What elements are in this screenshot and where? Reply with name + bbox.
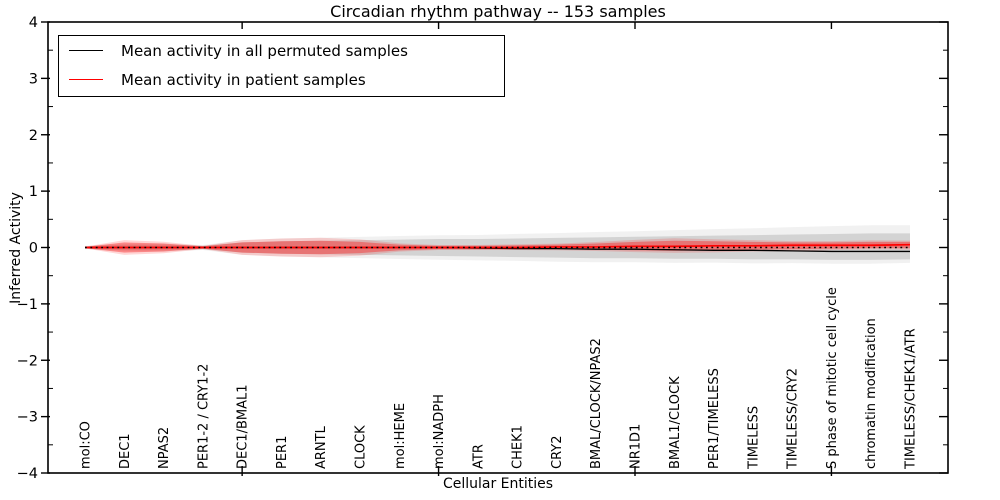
x-category-label: CHEK1 (511, 425, 526, 469)
y-tick-label: 1 (29, 184, 38, 200)
x-category-label: NR1D1 (629, 424, 644, 469)
permuted-band-outer (85, 225, 910, 264)
x-category-label: PER1/TIMELESS (707, 368, 722, 469)
x-category-label: BMAL/CLOCK/NPAS2 (589, 338, 604, 469)
y-tick-label: −4 (17, 466, 38, 482)
x-axis-label: Cellular Entities (442, 476, 554, 492)
x-category-label: PER1-2 / CRY1-2 (196, 364, 211, 469)
x-category-label: CRY2 (550, 436, 565, 470)
x-category-label: mol:NADPH (432, 394, 447, 469)
patient-mean-line (85, 243, 911, 249)
legend-label-permuted: Mean activity in all permuted samples (121, 41, 408, 60)
x-category-label: TIMELESS/CHEK1/ATR (904, 328, 919, 470)
y-tick-label: −3 (17, 410, 38, 426)
y-axis-label: Inferred Activity (8, 192, 24, 304)
x-category-label: CLOCK (354, 425, 369, 469)
legend-row: Mean activity in patient samples (59, 65, 504, 94)
x-category-label: TIMELESS/CRY2 (786, 368, 801, 470)
y-tick-label: 3 (29, 71, 38, 87)
x-category-label: chromatin modification (864, 318, 879, 469)
chart-title: Circadian rhythm pathway -- 153 samples (330, 2, 666, 21)
y-tick-label: −2 (17, 353, 38, 369)
x-category-label: PER1 (275, 436, 290, 469)
permuted-line-swatch (69, 50, 103, 51)
x-category-label: S phase of mitotic cell cycle (825, 287, 840, 469)
y-tick-label: 4 (29, 15, 38, 31)
y-tick-label: 2 (29, 128, 38, 144)
x-category-label: ARNTL (314, 425, 329, 469)
y-tick-label: −1 (17, 297, 38, 313)
patient-line-swatch (69, 79, 103, 80)
x-category-label: DEC1 (118, 433, 133, 469)
x-category-label: mol:HEME (393, 403, 408, 469)
y-tick-label: 0 (29, 241, 38, 257)
x-category-label: mol:CO (79, 421, 94, 469)
x-category-label: NPAS2 (157, 427, 172, 469)
x-category-label: DEC1/BMAL1 (236, 385, 251, 470)
x-category-label: ATR (471, 444, 486, 469)
x-category-label: TIMELESS (746, 406, 761, 470)
legend-row: Mean activity in all permuted samples (59, 36, 504, 65)
x-category-label: BMAL1/CLOCK (668, 376, 683, 469)
legend: Mean activity in all permuted samples Me… (58, 35, 505, 97)
plot-border (47, 21, 949, 474)
legend-label-patient: Mean activity in patient samples (121, 70, 366, 89)
